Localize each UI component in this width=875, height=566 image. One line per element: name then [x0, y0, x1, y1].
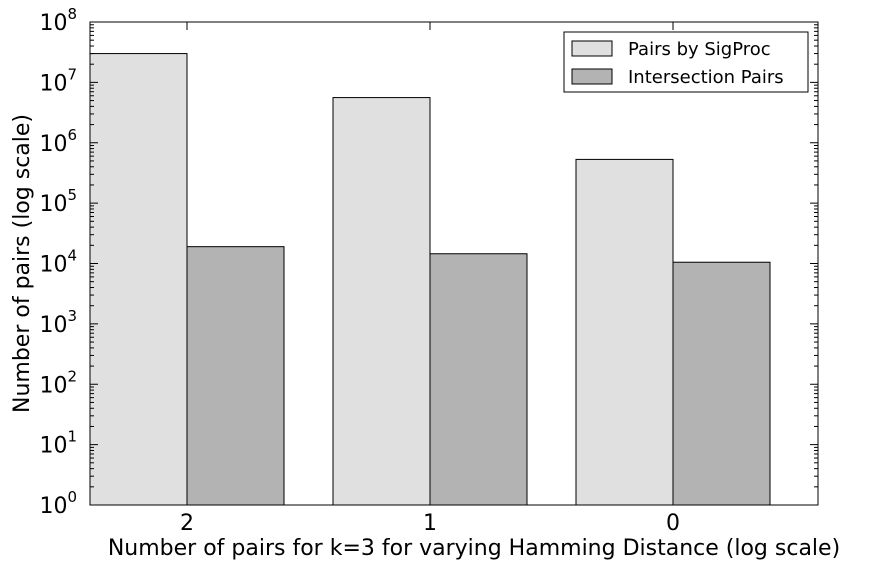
x-tick-label: 2 [180, 511, 194, 536]
x-tick-label: 0 [666, 511, 680, 536]
bars-layer [89, 53, 771, 506]
x-tick-labels: 2 1 0 [180, 511, 680, 536]
y-axis-title: Number of pairs (log scale) [10, 114, 35, 413]
legend: Pairs by SigProc Intersection Pairs [563, 31, 809, 93]
legend-label: Intersection Pairs [628, 67, 784, 88]
y-tick-label: 101 [39, 428, 77, 459]
y-tick-label: 108 [39, 5, 77, 36]
y-tick-label: 103 [39, 307, 77, 338]
legend-label: Pairs by SigProc [628, 39, 771, 60]
y-tick-label: 100 [39, 488, 77, 519]
bar-sigproc-1 [332, 97, 431, 506]
legend-swatch [571, 68, 613, 85]
bar-intersection-1 [429, 253, 528, 506]
ticks-layer [90, 21, 818, 506]
plot-area-frame [89, 21, 819, 506]
y-tick-label: 102 [39, 367, 77, 398]
y-tick-label: 105 [39, 186, 77, 217]
bar-intersection-0 [672, 261, 771, 506]
y-tick-label: 106 [39, 126, 77, 157]
bar-intersection-2 [186, 246, 285, 506]
y-tick-label: 104 [39, 247, 77, 278]
x-axis-title: Number of pairs for k=3 for varying Hamm… [108, 536, 840, 561]
x-tick-label: 1 [423, 511, 437, 536]
y-tick-labels: 100 101 102 103 104 105 106 107 108 [39, 5, 77, 519]
y-tick-label: 107 [39, 65, 77, 96]
legend-swatch [571, 40, 613, 57]
bar-sigproc-2 [89, 53, 188, 506]
bar-sigproc-0 [575, 158, 674, 506]
